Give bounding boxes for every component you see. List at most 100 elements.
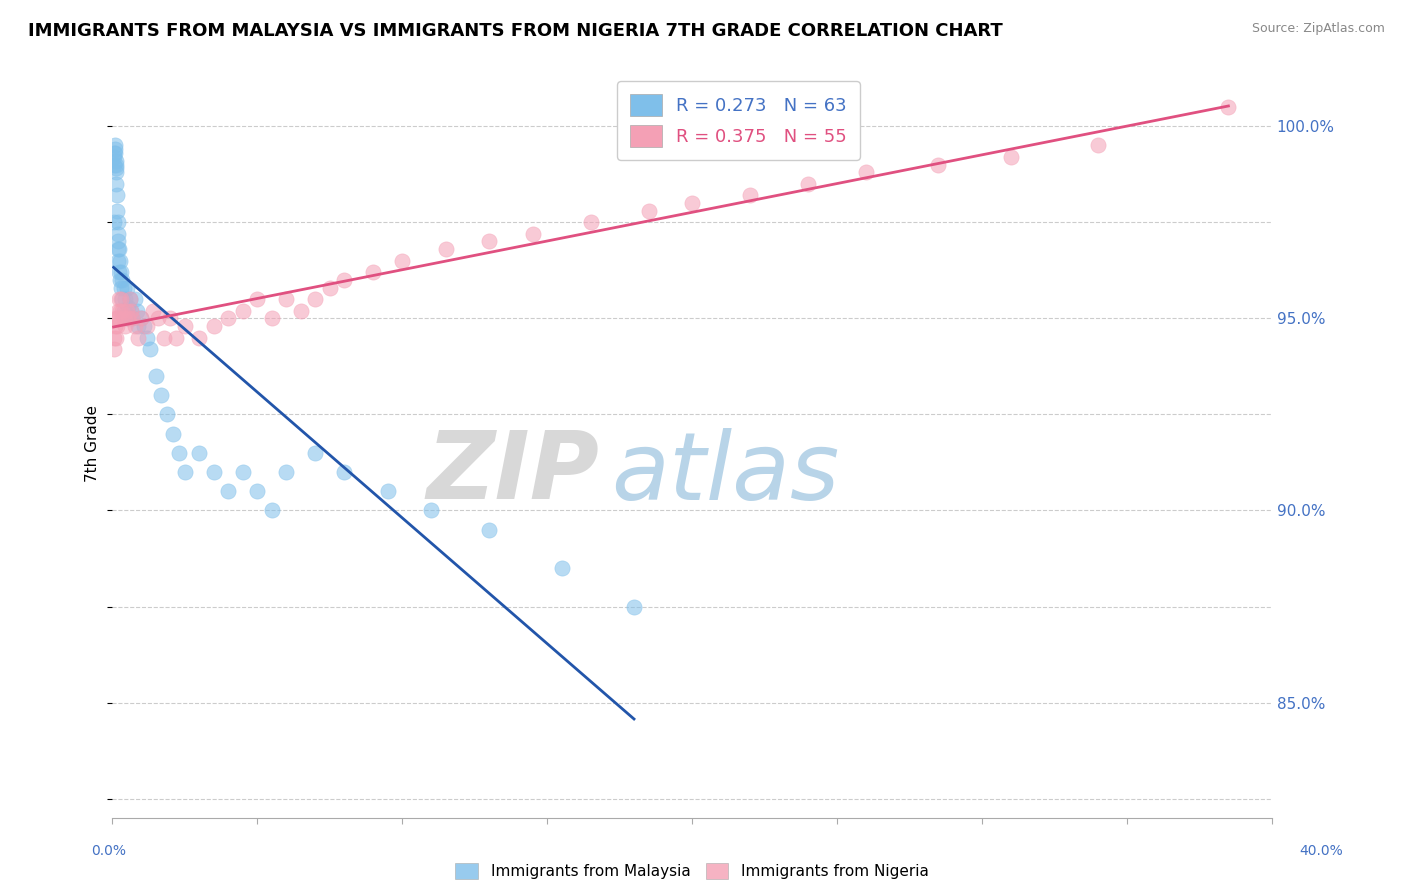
Point [112, 303, 135, 318]
Point [104, 138, 127, 153]
Point [117, 311, 139, 326]
Point [162, 426, 184, 441]
Point [105, 188, 128, 202]
Point [1218, 100, 1240, 114]
Point [124, 318, 146, 333]
Point [550, 561, 572, 575]
Point [434, 242, 457, 256]
Point [420, 503, 443, 517]
Point [114, 292, 136, 306]
Point [232, 465, 254, 479]
Point [153, 330, 176, 344]
Text: atlas: atlas [610, 427, 839, 519]
Point [107, 227, 129, 241]
Point [623, 599, 645, 614]
Point [478, 235, 501, 249]
Point [318, 280, 340, 294]
Point [217, 311, 239, 326]
Point [125, 303, 148, 318]
Point [478, 523, 501, 537]
Point [132, 318, 155, 333]
Point [107, 215, 129, 229]
Text: 0.0%: 0.0% [91, 844, 127, 858]
Point [104, 153, 127, 168]
Point [129, 311, 152, 326]
Point [107, 311, 129, 326]
Point [120, 303, 142, 318]
Point [124, 292, 146, 306]
Point [111, 303, 134, 318]
Point [103, 146, 125, 161]
Point [333, 273, 356, 287]
Point [129, 311, 152, 326]
Point [173, 318, 195, 333]
Point [246, 484, 269, 499]
Point [274, 465, 297, 479]
Point [115, 303, 138, 318]
Text: Source: ZipAtlas.com: Source: ZipAtlas.com [1251, 22, 1385, 36]
Point [1087, 138, 1109, 153]
Point [391, 253, 413, 268]
Point [135, 318, 157, 333]
Point [377, 484, 399, 499]
Point [103, 330, 125, 344]
Point [111, 273, 134, 287]
Point [159, 311, 181, 326]
Point [738, 188, 761, 202]
Point [103, 342, 125, 356]
Point [120, 303, 142, 318]
Point [104, 318, 127, 333]
Text: IMMIGRANTS FROM MALAYSIA VS IMMIGRANTS FROM NIGERIA 7TH GRADE CORRELATION CHART: IMMIGRANTS FROM MALAYSIA VS IMMIGRANTS F… [28, 22, 1002, 40]
Point [202, 465, 225, 479]
Point [104, 161, 127, 176]
Legend: R = 0.273   N = 63, R = 0.375   N = 55: R = 0.273 N = 63, R = 0.375 N = 55 [617, 81, 860, 160]
Point [148, 311, 170, 326]
Point [107, 242, 129, 256]
Point [114, 318, 136, 333]
Point [188, 446, 211, 460]
Point [1000, 150, 1022, 164]
Point [681, 196, 703, 211]
Point [142, 303, 165, 318]
Point [115, 311, 138, 326]
Point [637, 203, 659, 218]
Point [145, 368, 167, 383]
Point [127, 318, 149, 333]
Point [108, 292, 131, 306]
Point [105, 165, 128, 179]
Point [103, 215, 125, 229]
Point [110, 292, 132, 306]
Point [304, 446, 326, 460]
Point [115, 280, 138, 294]
Point [105, 203, 128, 218]
Point [107, 253, 129, 268]
Point [150, 388, 173, 402]
Point [121, 311, 143, 326]
Point [579, 215, 602, 229]
Point [105, 311, 128, 326]
Point [110, 273, 132, 287]
Point [108, 265, 131, 279]
Point [361, 265, 384, 279]
Point [232, 303, 254, 318]
Point [105, 158, 128, 172]
Point [118, 292, 141, 306]
Point [110, 253, 132, 268]
Point [217, 484, 239, 499]
Point [112, 280, 135, 294]
Point [110, 265, 132, 279]
Point [274, 292, 297, 306]
Y-axis label: 7th Grade: 7th Grade [86, 405, 100, 482]
Point [165, 330, 187, 344]
Point [105, 318, 128, 333]
Point [103, 158, 125, 172]
Point [333, 465, 356, 479]
Point [107, 235, 129, 249]
Point [108, 242, 131, 256]
Point [855, 165, 877, 179]
Point [105, 177, 128, 191]
Point [202, 318, 225, 333]
Point [112, 311, 135, 326]
Point [104, 146, 127, 161]
Point [927, 158, 949, 172]
